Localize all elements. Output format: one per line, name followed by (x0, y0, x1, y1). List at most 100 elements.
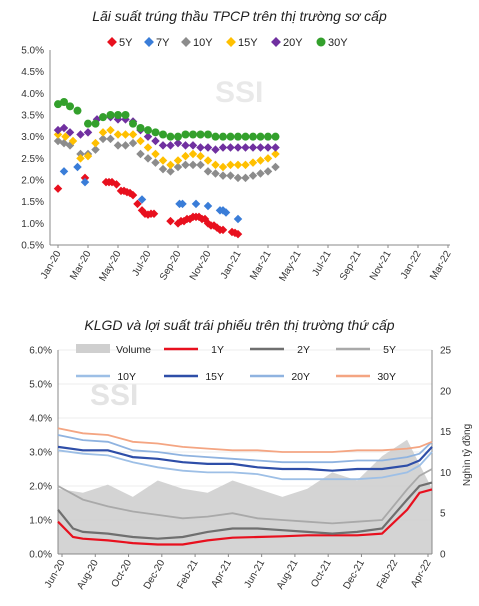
chart1-point-20Y (158, 141, 168, 150)
chart2-x-tick-label: Jun-20 (43, 558, 68, 590)
chart1-point-30Y (249, 132, 257, 141)
chart1-point-5Y (112, 180, 121, 189)
chart1-point-20Y (143, 132, 153, 141)
chart1-y-tick-label: 1.5% (21, 197, 44, 208)
chart1-legend-item: 15Y (226, 37, 258, 49)
chart1-point-20Y (65, 128, 75, 137)
chart1-point-10Y (218, 171, 228, 180)
chart1-point-30Y (166, 132, 175, 141)
chart1-point-30Y (219, 132, 227, 141)
chart1-point-10Y (143, 154, 153, 163)
chart1-point-15Y (158, 156, 168, 165)
chart1-point-20Y (248, 143, 258, 152)
chart2-y2-tick-label: 20 (440, 386, 452, 397)
chart1-point-15Y (98, 128, 108, 137)
chart2-legend-label: 20Y (291, 371, 310, 383)
chart2-x-tick-label: Oct-21 (309, 558, 334, 590)
chart1-point-30Y (114, 111, 122, 119)
chart2-legend-label: 15Y (205, 371, 224, 383)
chart1-point-15Y (203, 156, 213, 165)
chart1-point-5Y (233, 229, 243, 239)
chart1-point-30Y (144, 126, 152, 135)
chart1-point-20Y (256, 143, 265, 152)
chart1-x-tick-label: Mar-22 (428, 249, 454, 282)
chart1-point-30Y (73, 106, 82, 115)
chart2-legend-label: 30Y (377, 371, 396, 383)
chart2-legend-item: 2Y (250, 344, 310, 356)
chart1-point-5Y (128, 190, 138, 200)
chart1-point-10Y (121, 141, 130, 150)
chart2-legend-label: 2Y (297, 344, 310, 356)
chart1-point-30Y (226, 132, 235, 141)
chart1-x-tick-label: Jul-20 (130, 249, 153, 278)
chart2-line-2Y (57, 481, 433, 540)
chart1-point-10Y (233, 173, 243, 183)
chart1-point-5Y (149, 209, 159, 219)
chart1-legend-label: 30Y (328, 37, 348, 49)
chart1-legend-item: 20Y (271, 37, 303, 49)
chart1-point-20Y (59, 123, 69, 133)
chart2-legend-item: 1Y (164, 344, 224, 356)
chart1-legend-label: 7Y (156, 37, 170, 49)
chart1-title: Lãi suất trúng thầu TPCP trên thị trường… (92, 8, 387, 24)
chart1-point-15Y (143, 143, 153, 152)
chart2-x-tick-label: Aug-21 (275, 558, 301, 592)
chart1-y-tick-label: 4.5% (21, 67, 44, 78)
chart1-point-10Y (166, 167, 175, 176)
chart2-title: KLGD và lợi suất trái phiếu trên thị trư… (84, 317, 395, 333)
chart1-point-15Y (271, 149, 280, 159)
chart1-point-10Y (256, 169, 265, 178)
chart1-point-30Y (271, 132, 280, 141)
chart1-point-7Y (59, 167, 69, 176)
chart1-point-20Y (263, 143, 273, 152)
chart2-watermark: SSI (90, 379, 138, 412)
chart1-point-10Y (211, 169, 220, 178)
chart2-legend-item: 15Y (164, 371, 224, 383)
chart2-y-tick-label: 6.0% (29, 346, 52, 357)
chart1-point-30Y (204, 130, 212, 139)
chart1-y-tick-label: 2.0% (21, 176, 44, 187)
chart1-point-30Y (99, 113, 107, 122)
chart1-point-10Y (263, 167, 273, 176)
chart2-x-tick-label: Dec-20 (142, 558, 168, 592)
chart2-line-10Y (57, 449, 433, 481)
chart1-point-30Y (121, 111, 130, 119)
chart2-volume-area (58, 439, 432, 554)
chart2-legend-item: 10Y (76, 371, 136, 383)
chart1-point-15Y (76, 154, 85, 163)
chart1-point-7Y (233, 214, 243, 224)
chart1-point-10Y (106, 134, 115, 144)
chart1-point-7Y (203, 201, 213, 211)
chart1-y-tick-label: 0.5% (21, 241, 44, 252)
chart2-line-30Y (57, 427, 433, 453)
chart1-plot: 5.0% 4.5% 4.0% 3.5% 3.0% 2.5% 2.0% 1.5% 1.0% 0.5%… (21, 37, 454, 284)
chart1-legend-marker (316, 37, 326, 47)
chart1-x-tick-label: Sep-21 (338, 249, 364, 283)
chart1-x-tick-label: May-21 (277, 249, 303, 284)
chart1-point-10Y (98, 134, 108, 144)
chart1-point-10Y (136, 149, 145, 159)
chart1-x-tick-label: May-20 (97, 249, 123, 284)
chart1-point-20Y (241, 143, 250, 152)
chart1-legend-marker (271, 37, 281, 47)
chart1-point-30Y (181, 130, 190, 139)
chart2-line-20Y (57, 434, 433, 464)
chart1-point-20Y (226, 143, 235, 152)
chart1-point-15Y (196, 151, 205, 161)
chart2-x-tick-label: Apr-21 (209, 558, 234, 590)
chart1-point-5Y (218, 225, 228, 235)
chart1-point-15Y (91, 138, 100, 148)
chart2-line-5Y (57, 468, 433, 525)
chart1-x-tick-label: Sep-20 (158, 249, 184, 283)
chart1-point-30Y (196, 130, 205, 139)
chart1-y-tick-label: 5.0% (21, 46, 44, 57)
chart1-point-20Y (188, 141, 198, 150)
chart1-legend-marker (144, 37, 154, 47)
chart1-point-20Y (233, 143, 243, 152)
chart1-point-15Y (113, 130, 123, 139)
chart2-y2-tick-label: 25 (440, 346, 452, 357)
chart1-point-30Y (91, 119, 100, 128)
chart2-legend-label: 1Y (211, 344, 224, 356)
chart1-point-20Y (83, 128, 93, 137)
